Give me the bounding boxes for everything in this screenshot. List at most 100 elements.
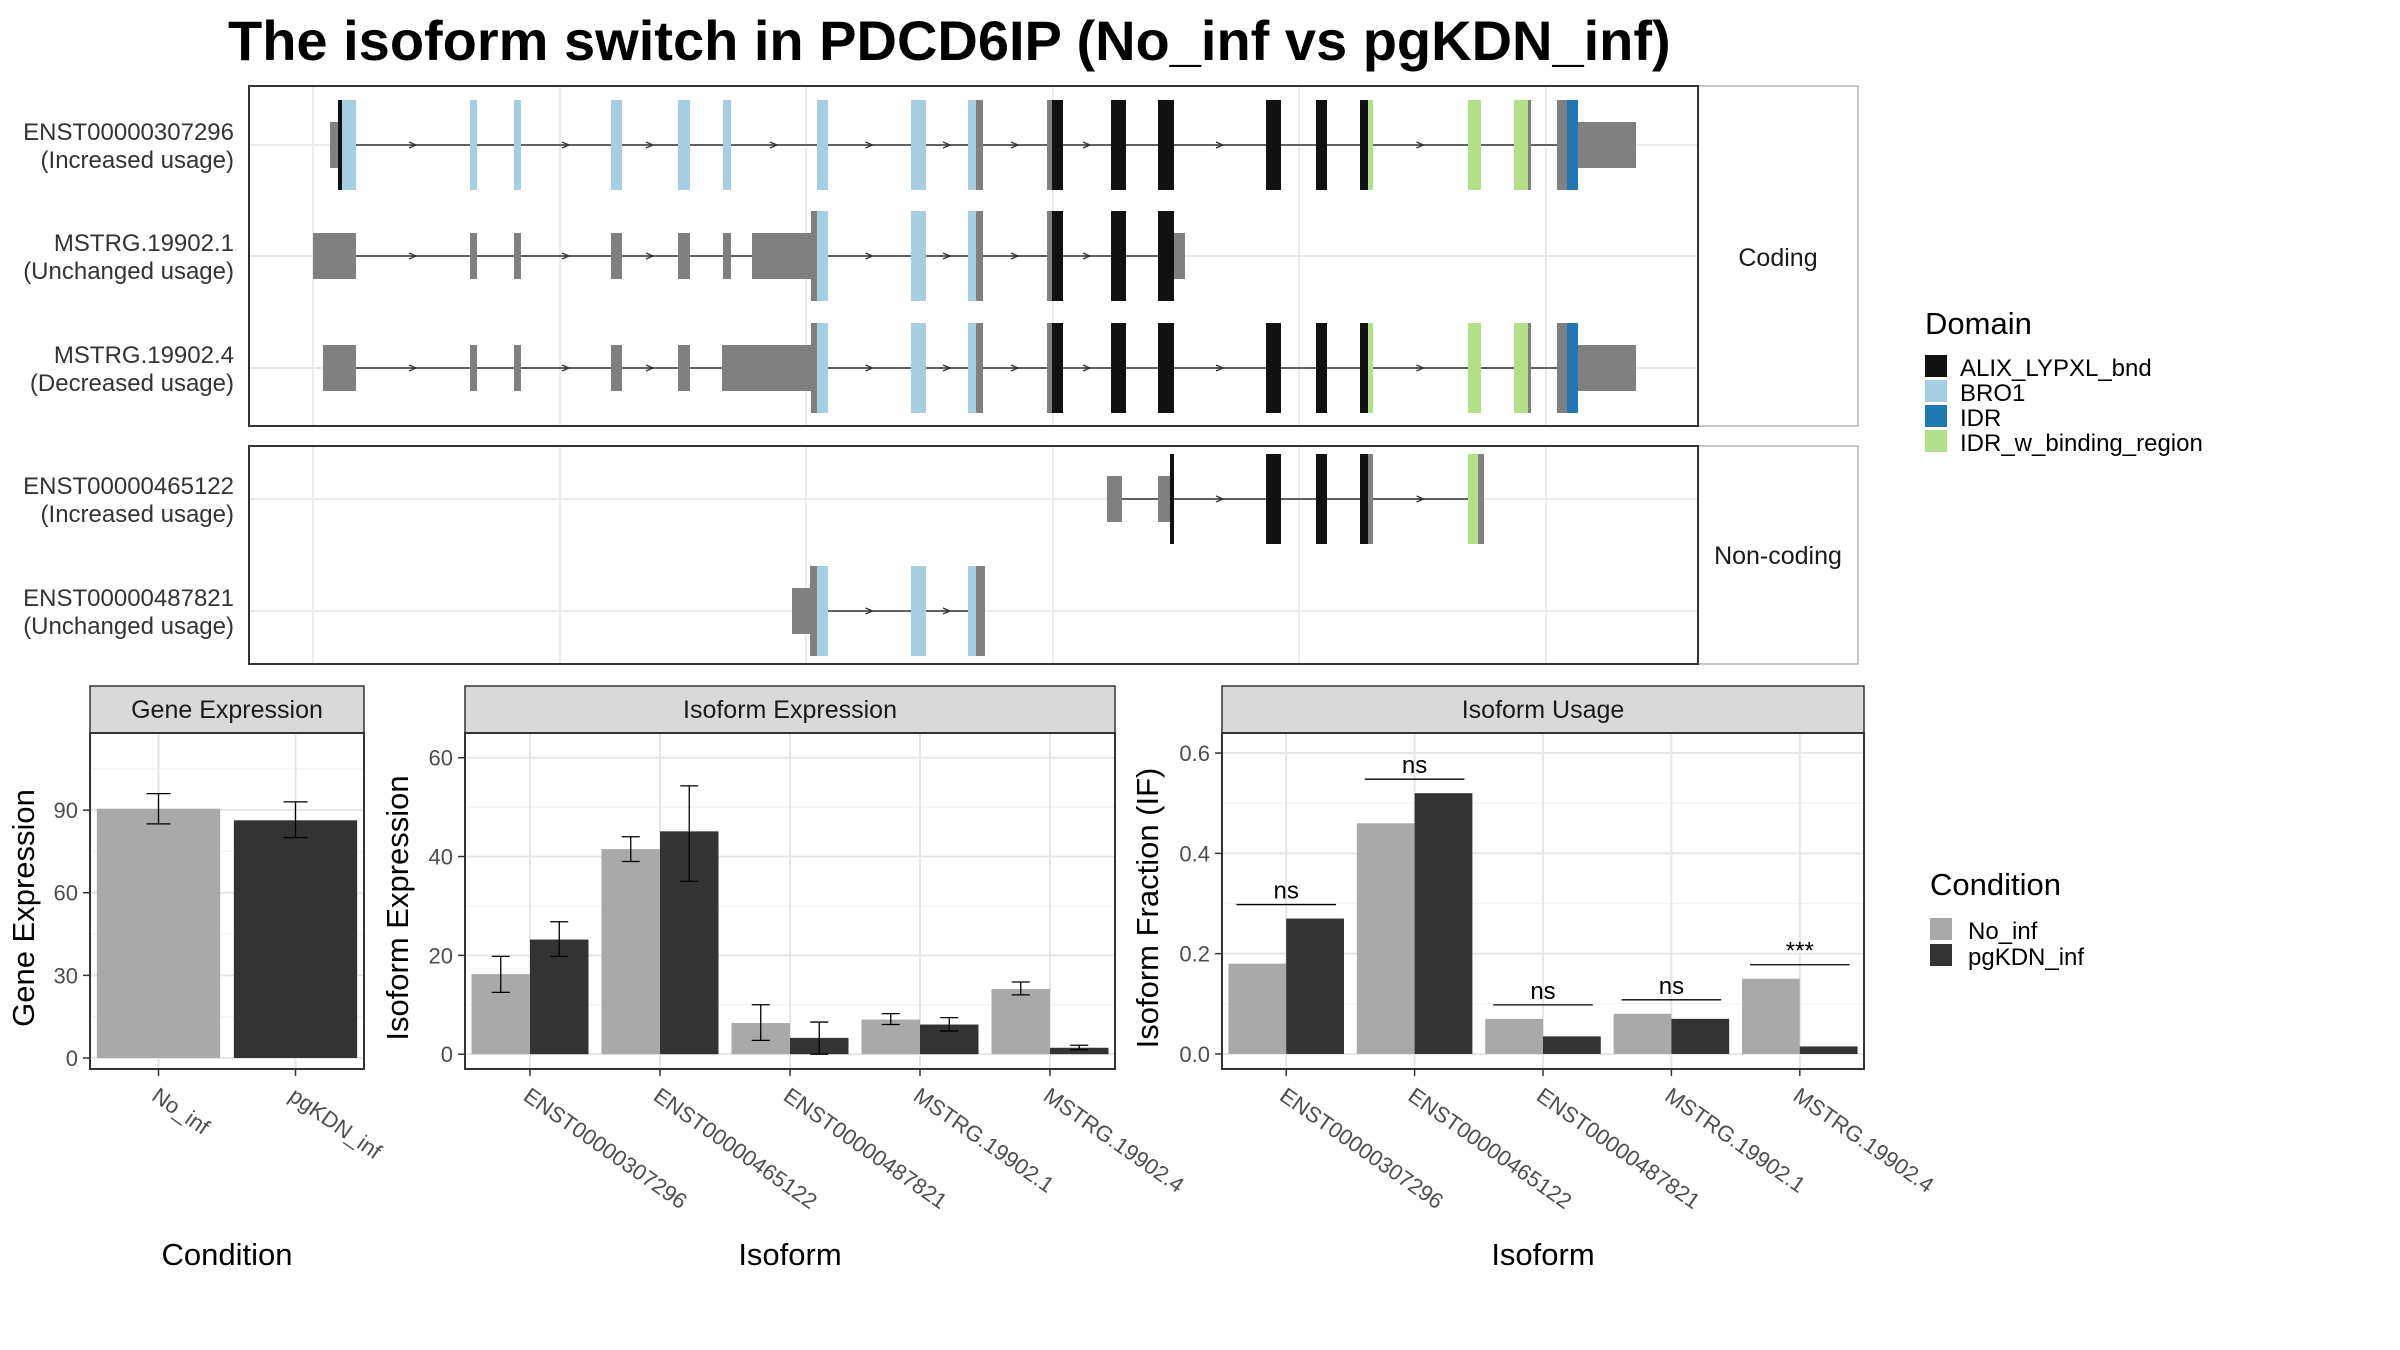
panel-border — [1221, 732, 1865, 1070]
domain-exon-block — [1266, 100, 1281, 190]
domain-exon-block — [470, 100, 477, 190]
strand-arrow — [1082, 141, 1092, 149]
domain-exon-block — [817, 566, 828, 656]
y-tick-label: 90 — [54, 798, 78, 823]
strand-arrow — [645, 252, 655, 260]
domain-exon-block — [1316, 323, 1327, 413]
y-tick-label: 30 — [54, 963, 78, 988]
domain-exon-block — [342, 100, 356, 190]
isoform-usage-label: (Increased usage) — [41, 147, 234, 174]
domain-exon-block — [1514, 100, 1528, 190]
strand-arrow — [1082, 252, 1092, 260]
strand-arrow — [1416, 141, 1426, 149]
isoform-usage-label: (Increased usage) — [41, 501, 234, 528]
domain-exon-block — [1316, 100, 1327, 190]
exon-block — [330, 122, 338, 168]
significance-label: ns — [1402, 752, 1427, 779]
y-tick-label: 0.6 — [1179, 741, 1210, 766]
strand-arrow — [561, 252, 571, 260]
domain-exon-block — [968, 566, 976, 656]
noncoding-strip — [1697, 445, 1859, 665]
domain-exon-block — [968, 211, 976, 301]
domain-exon-block — [911, 566, 926, 656]
x-axis-title: Isoform — [1491, 1237, 1594, 1272]
domain-exon-block — [514, 100, 521, 190]
x-axis-title: Isoform — [738, 1237, 841, 1272]
strand-arrow — [408, 141, 418, 149]
exon-block — [976, 211, 983, 301]
panel-strip-title: Gene Expression — [131, 696, 323, 724]
coding-panel-border — [248, 85, 1699, 427]
exon-block — [1158, 476, 1170, 522]
strand-arrow — [408, 364, 418, 372]
exon-block — [678, 345, 690, 391]
domain-legend-title: Domain — [1925, 306, 2032, 341]
exon-block — [811, 323, 817, 413]
x-tick-label: MSTRG.19902.4 — [1789, 1083, 1939, 1198]
domain-exon-block — [911, 211, 926, 301]
bar — [233, 820, 358, 1058]
isoform-usage-panel: Isoform Usage Isoform Isoform Fraction (… — [1130, 685, 1939, 1272]
exon-block — [1578, 345, 1636, 391]
y-tick-label: 60 — [54, 881, 78, 906]
domain-exon-block — [1111, 100, 1126, 190]
x-tick-label: MSTRG.19902.4 — [1039, 1083, 1189, 1198]
domain-exon-block — [338, 100, 342, 190]
exon-block — [1528, 100, 1531, 190]
legend-label-idr-binding: IDR_w_binding_region — [1960, 430, 2203, 457]
strand-arrow — [865, 364, 875, 372]
transcript-model — [1107, 454, 1484, 544]
bar — [530, 939, 589, 1055]
domain-exon-block — [911, 323, 926, 413]
domain-exon-block — [1052, 100, 1063, 190]
panel-strip — [89, 685, 365, 734]
exon-block — [313, 233, 356, 279]
domain-exon-block — [1266, 323, 1281, 413]
condition-legend-title: Condition — [1930, 867, 2061, 902]
strand-arrow — [1215, 141, 1225, 149]
domain-exon-block — [1360, 100, 1368, 190]
transcript-model — [323, 323, 1636, 413]
domain-exon-block — [611, 100, 622, 190]
strand-arrow — [1416, 364, 1426, 372]
domain-exon-block — [1052, 211, 1063, 301]
domain-exon-block — [968, 100, 976, 190]
significance-label: ns — [1274, 878, 1299, 905]
domain-exon-block — [817, 323, 828, 413]
bar — [1356, 823, 1415, 1054]
strand-arrow — [645, 364, 655, 372]
domain-exon-block — [1111, 211, 1126, 301]
gene-expression-panel: Gene Expression Condition Gene Expressio… — [6, 685, 387, 1272]
domain-exon-block — [1468, 323, 1481, 413]
strand-arrow — [561, 141, 571, 149]
isoform-id-label: MSTRG.19902.4 — [54, 342, 234, 369]
bar — [991, 988, 1050, 1055]
bar — [1613, 1013, 1672, 1054]
exon-block — [1047, 100, 1052, 190]
exon-block — [811, 211, 817, 301]
x-axis-title: Condition — [162, 1237, 293, 1272]
significance-label: ns — [1659, 973, 1684, 1000]
domain-exon-block — [1052, 323, 1063, 413]
exon-block — [1107, 476, 1122, 522]
strand-arrow — [645, 141, 655, 149]
exon-block — [752, 233, 811, 279]
strand-arrow — [1010, 252, 1020, 260]
domain-exon-block — [1158, 323, 1174, 413]
strand-arrow — [865, 252, 875, 260]
exon-block — [792, 588, 810, 634]
domain-legend: Domain ALIX_LYPXL_bnd BRO1 IDR IDR_w_bin… — [1925, 306, 2203, 457]
strand-arrow — [942, 607, 952, 615]
domain-exon-block — [1158, 211, 1174, 301]
exon-block — [611, 233, 622, 279]
strand-arrow — [1215, 364, 1225, 372]
legend-swatch-alix — [1925, 355, 1947, 377]
transcript-models — [313, 100, 1636, 656]
domain-exon-block — [1266, 454, 1281, 544]
domain-exon-block — [1170, 454, 1174, 544]
y-tick-label: 0 — [441, 1042, 453, 1067]
domain-exon-block — [1567, 323, 1578, 413]
noncoding-panel-border — [248, 445, 1699, 665]
x-tick-label: No_inf — [148, 1083, 215, 1140]
